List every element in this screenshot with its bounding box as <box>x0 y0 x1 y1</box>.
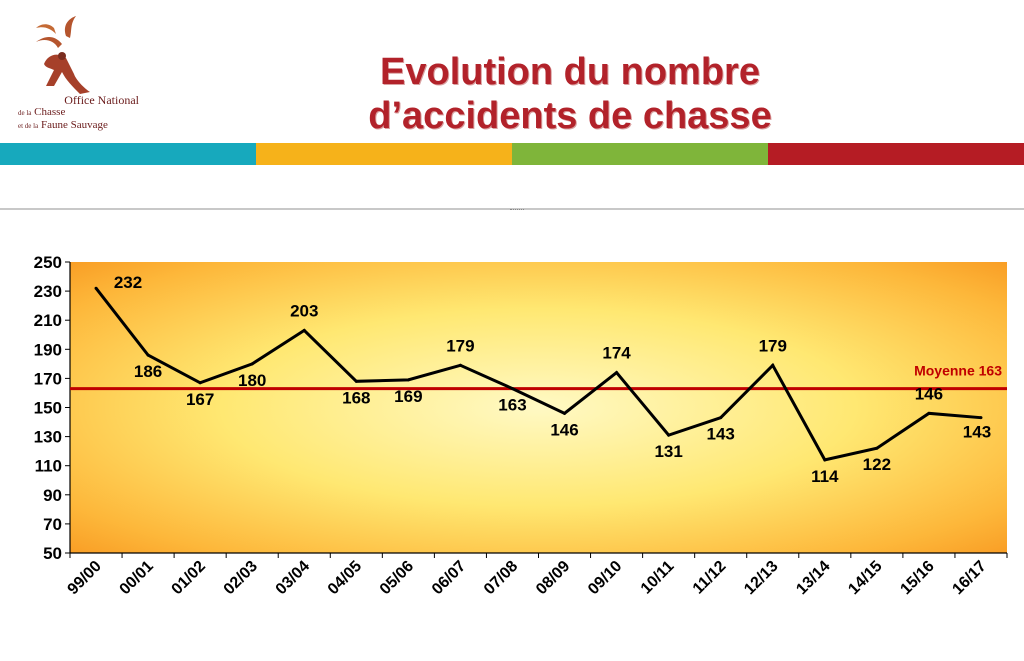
y-tick-label: 70 <box>43 515 62 534</box>
data-label: 179 <box>759 336 787 355</box>
y-tick-label: 150 <box>34 399 62 418</box>
data-label: 131 <box>654 442 682 461</box>
series-line <box>94 287 982 462</box>
x-tick-label: 08/09 <box>533 558 573 598</box>
resize-grip-icon <box>510 209 524 213</box>
stripe-segment <box>768 143 1024 165</box>
y-tick-label: 230 <box>34 282 62 301</box>
stripe-segment <box>512 143 768 165</box>
data-point <box>979 416 983 420</box>
data-point <box>250 362 254 366</box>
ofcs-logo <box>14 14 144 139</box>
y-tick-label: 170 <box>34 369 62 388</box>
data-point <box>563 411 567 415</box>
data-label: 114 <box>811 467 839 486</box>
org-name-line3: Faune Sauvage <box>40 119 108 131</box>
x-tick-label: 09/10 <box>585 558 625 598</box>
data-point <box>406 378 410 382</box>
data-point <box>875 446 879 450</box>
x-tick-label: 16/17 <box>949 558 989 598</box>
stag-logo-icon <box>36 16 90 94</box>
y-tick-label: 110 <box>35 457 62 476</box>
data-label: 146 <box>550 420 578 439</box>
title-line-2: d’accidents de chasse <box>368 95 772 137</box>
org-name-line3-prefix: et de la <box>18 122 39 130</box>
data-label: 168 <box>342 388 370 407</box>
x-tick-label: 01/02 <box>169 558 209 598</box>
data-label: 163 <box>498 396 526 415</box>
stripe-segment <box>256 143 512 165</box>
y-tick-label: 50 <box>43 544 62 563</box>
line-chart: 50 70 90 110 130 150 170 190 210 230 250 99/00 00/0… <box>34 253 1008 598</box>
y-tick-label: 190 <box>34 340 62 359</box>
color-stripe <box>0 143 1024 165</box>
data-point <box>615 371 619 375</box>
x-tick-label: 11/12 <box>690 558 730 598</box>
y-tick-label: 130 <box>34 428 62 447</box>
x-tick-label: 14/15 <box>845 558 885 598</box>
data-point <box>146 353 150 357</box>
x-tick-label: 10/11 <box>638 558 678 598</box>
data-label: 143 <box>707 425 735 444</box>
y-tick-label: 250 <box>34 253 62 272</box>
x-tick-label: 99/00 <box>65 558 105 598</box>
x-tick-label: 00/01 <box>117 558 157 598</box>
data-label: 169 <box>394 387 422 406</box>
x-tick-label: 04/05 <box>325 558 365 598</box>
data-label: 186 <box>134 362 162 381</box>
data-point <box>94 286 98 290</box>
data-point <box>198 381 202 385</box>
data-point <box>510 387 514 391</box>
x-tick-label: 15/16 <box>897 558 937 598</box>
data-label: 203 <box>290 301 318 320</box>
stripe-segment <box>0 143 256 165</box>
x-tick-label: 03/04 <box>273 558 313 598</box>
organization-name: Office National de la Chasse et de la Fa… <box>14 94 139 132</box>
data-point <box>354 379 358 383</box>
x-tick-label: 07/08 <box>481 558 521 598</box>
data-labels: 232 186 167 180 203 168 169 179 163 146 174 131 143 1… <box>94 273 991 486</box>
x-axis: 99/00 00/01 01/02 02/03 03/04 04/05 05/06 06/07… <box>65 552 1008 598</box>
data-label: 174 <box>602 344 631 363</box>
data-label: 179 <box>446 336 474 355</box>
page-title: Evolution du nombre d’accidents de chass… <box>300 50 840 138</box>
data-label: 143 <box>963 423 991 442</box>
x-tick-label: 12/13 <box>741 558 781 598</box>
data-point <box>719 416 723 420</box>
y-axis: 50 70 90 110 130 150 170 190 210 230 250 <box>34 253 71 563</box>
data-point <box>667 433 671 437</box>
org-name-line2-prefix: de la <box>18 109 32 117</box>
x-tick-label: 02/03 <box>221 558 261 598</box>
chart-container: 50 70 90 110 130 150 170 190 210 230 250 99/00 00/0… <box>0 208 1024 656</box>
y-tick-label: 90 <box>43 486 62 505</box>
org-name-line1: Office National <box>64 93 139 107</box>
data-point <box>823 458 827 462</box>
org-name-line2: Chasse <box>34 106 66 118</box>
data-label: 122 <box>863 455 891 474</box>
plot-area <box>70 262 1007 553</box>
data-label: 146 <box>915 384 943 403</box>
data-point <box>302 328 306 332</box>
x-tick-label: 05/06 <box>377 558 417 598</box>
average-label: Moyenne 163 <box>914 363 1002 379</box>
data-point <box>458 363 462 367</box>
data-point <box>927 411 931 415</box>
y-tick-label: 210 <box>34 311 62 330</box>
data-label: 232 <box>114 273 142 292</box>
data-point <box>771 363 775 367</box>
title-line-1: Evolution du nombre <box>380 51 760 93</box>
x-tick-label: 06/07 <box>429 558 469 598</box>
x-tick-label: 13/14 <box>793 558 833 598</box>
data-label: 167 <box>186 390 214 409</box>
data-label: 180 <box>238 371 266 390</box>
